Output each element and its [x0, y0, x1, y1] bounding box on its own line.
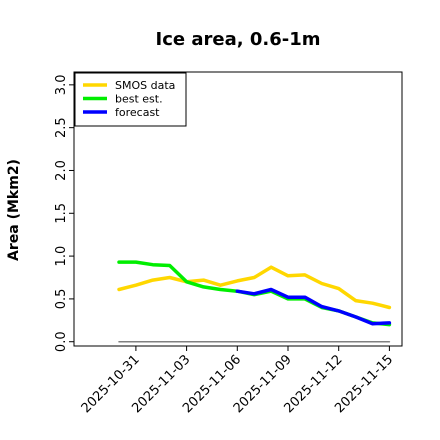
y-tick-label: 2.5: [54, 117, 69, 138]
y-tick-label: 1.5: [54, 203, 69, 224]
chart-title: Ice area, 0.6-1m: [156, 29, 321, 50]
plot-frame: [73, 71, 403, 347]
y-tick-label: 0.0: [54, 331, 69, 352]
y-axis-label: Area (Mkm2): [6, 159, 22, 261]
legend-label: forecast: [115, 106, 160, 119]
legend-label: best est.: [115, 93, 163, 106]
y-tick-label: 0.5: [54, 289, 69, 310]
series-line-smos-data: [117, 265, 392, 310]
legend-label: SMOS data: [115, 79, 175, 92]
y-tick-label: 3.0: [54, 75, 69, 96]
y-tick-label: 1.0: [54, 246, 69, 267]
y-tick-label: 2.0: [54, 160, 69, 181]
series-line-forecast: [235, 287, 392, 326]
